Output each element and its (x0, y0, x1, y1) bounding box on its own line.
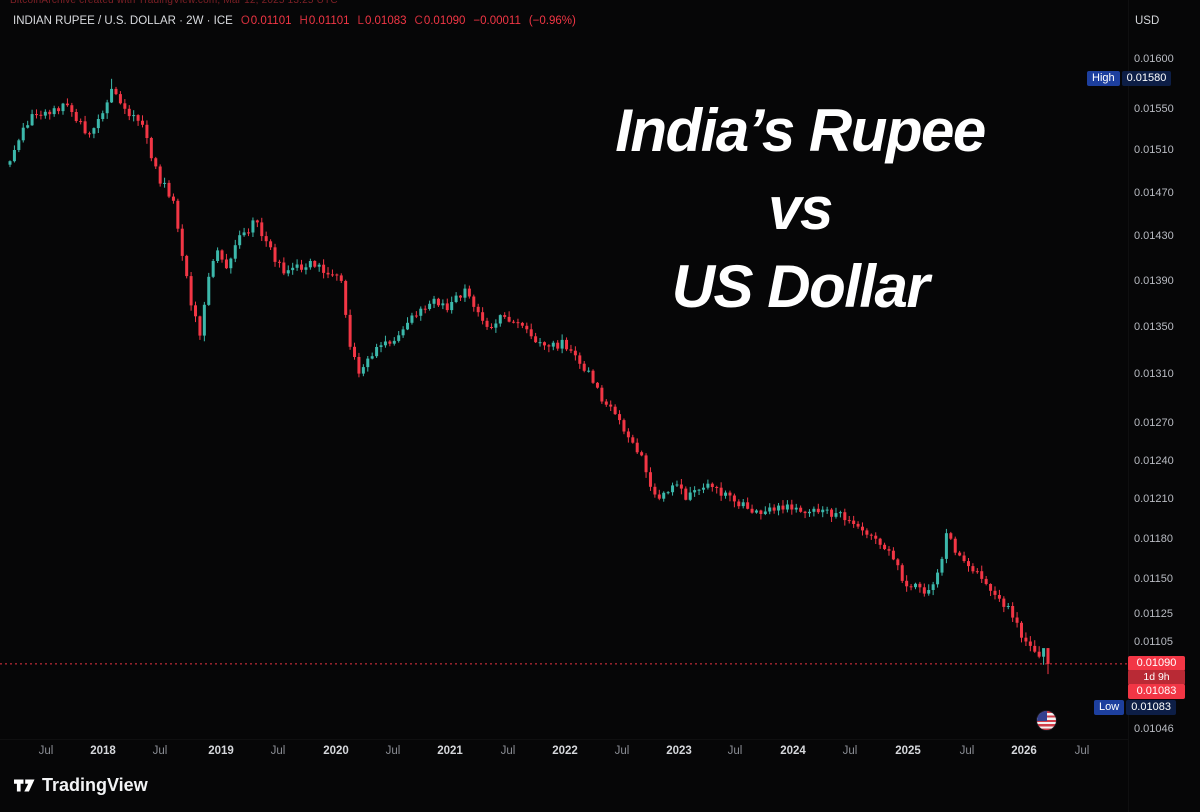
us-flag-event-icon[interactable] (1036, 710, 1057, 731)
symbol-legend[interactable]: INDIAN RUPEE / U.S. DOLLAR · 2W · ICE O0… (13, 15, 576, 27)
time-axis-month-label: Jul (1074, 745, 1090, 757)
time-axis-month-label: Jul (385, 745, 401, 757)
time-axis-month-label: Jul (270, 745, 286, 757)
price-axis[interactable]: USD 0.01600 0.01550 0.01510 0.01470 0.01430 0… (1128, 0, 1200, 812)
time-axis-month-label: Jul (152, 745, 168, 757)
time-axis-year-label: 2018 (90, 745, 116, 757)
price-tick: 0.01105 (1134, 636, 1173, 648)
time-axis-month-label: Jul (959, 745, 975, 757)
low-badge-label: Low (1094, 700, 1125, 715)
tradingview-logo[interactable]: TradingView (14, 775, 148, 796)
overlay-title-line2: vs (768, 175, 833, 242)
price-tick: 0.01350 (1134, 321, 1174, 333)
symbol-title[interactable]: INDIAN RUPEE / U.S. DOLLAR · 2W · ICE (13, 15, 233, 27)
high-badge-label: High (1087, 71, 1120, 86)
tradingview-brand-text: TradingView (42, 775, 148, 795)
change-value: −0.00011 (473, 15, 521, 27)
price-tick: 0.01125 (1134, 608, 1173, 620)
open-value: O0.01101 (240, 15, 292, 27)
attribution-watermark: BitcoinArchive created with TradingView.… (10, 0, 338, 6)
time-axis-year-label: 2025 (895, 745, 921, 757)
currency-label[interactable]: USD (1135, 15, 1160, 27)
time-axis-year-label: 2026 (1011, 745, 1037, 757)
price-tick: 0.01390 (1134, 275, 1174, 287)
time-axis-month-label: Jul (727, 745, 743, 757)
time-axis-year-label: 2020 (323, 745, 349, 757)
time-axis-month-label: Jul (500, 745, 516, 757)
tradingview-logo-icon (14, 779, 35, 792)
low-value: L0.01083 (357, 15, 407, 27)
low-badge-value: 0.01083 (1126, 700, 1176, 715)
price-tick: 0.01550 (1134, 103, 1174, 115)
time-axis-year-label: 2022 (552, 745, 578, 757)
overlay-title-line3: US Dollar (671, 253, 930, 320)
current-price-badge: 0.01090 (1128, 656, 1185, 671)
time-axis-year-label: 2019 (208, 745, 234, 757)
bar-countdown-badge: 1d 9h (1128, 670, 1185, 685)
time-axis-month-label: Jul (842, 745, 858, 757)
price-tick: 0.01470 (1134, 187, 1174, 199)
ohlc-values: O0.01101 H0.01101 L0.01083 C0.01090 −0.0… (241, 15, 576, 27)
time-axis-month-label: Jul (614, 745, 630, 757)
high-badge-value: 0.01580 (1121, 71, 1172, 86)
price-tick: 0.01240 (1134, 455, 1174, 467)
price-tick: 0.01180 (1134, 533, 1173, 545)
high-price-badge: High 0.01580 (1087, 71, 1172, 86)
high-value: H0.01101 (299, 15, 350, 27)
time-axis-year-label: 2023 (666, 745, 692, 757)
price-tick: 0.01310 (1134, 368, 1174, 380)
low-price-badge: Low 0.01083 (1094, 700, 1176, 715)
overlay-title: India’s Rupee vs US Dollar (520, 92, 1080, 326)
change-percent: (−0.96%) (528, 15, 576, 27)
price-tick: 0.01270 (1134, 417, 1174, 429)
price-tick: 0.01046 (1134, 723, 1174, 735)
price-tick: 0.01210 (1134, 493, 1174, 505)
price-tick: 0.01430 (1134, 230, 1174, 242)
time-axis[interactable]: Jul 2018 Jul 2019 Jul 2020 Jul 2021 Jul 2022 Jul 20… (0, 739, 1128, 764)
price-tick: 0.01510 (1134, 144, 1174, 156)
price-tick: 0.01600 (1134, 53, 1174, 65)
time-axis-month-label: Jul (38, 745, 54, 757)
time-axis-year-label: 2024 (780, 745, 806, 757)
price-tick: 0.01150 (1134, 573, 1173, 585)
candlestick-chart[interactable] (0, 0, 1128, 770)
time-axis-year-label: 2021 (437, 745, 463, 757)
candle-series (0, 78, 1128, 675)
overlay-title-line1: India’s Rupee (615, 97, 986, 164)
close-value: C0.01090 (414, 15, 466, 27)
session-low-badge: 0.01083 (1128, 684, 1185, 699)
